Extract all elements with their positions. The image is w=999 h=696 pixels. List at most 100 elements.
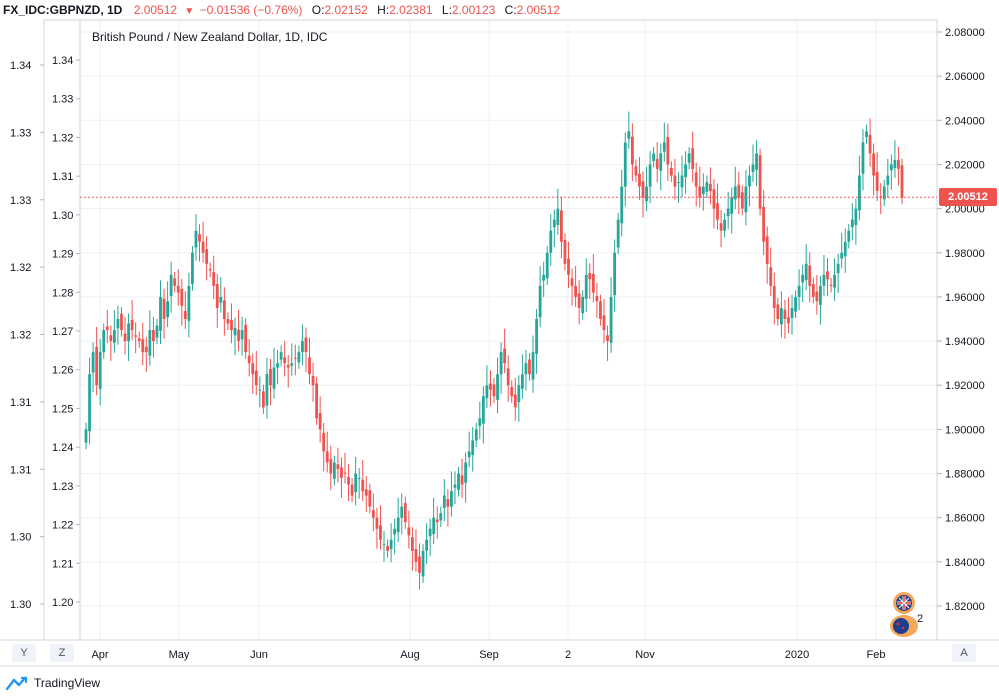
candle-body[interactable] <box>819 285 822 305</box>
candle-body[interactable] <box>318 413 322 430</box>
candle-body[interactable] <box>230 319 233 331</box>
candle-body[interactable] <box>460 475 464 485</box>
candle-body[interactable] <box>698 186 702 198</box>
candle-body[interactable] <box>332 462 336 479</box>
candle-body[interactable] <box>191 252 194 285</box>
candle-body[interactable] <box>528 359 531 375</box>
candle-body[interactable] <box>517 385 521 403</box>
z-button[interactable]: Z <box>50 644 74 662</box>
candle-body[interactable] <box>584 274 588 299</box>
candle-body[interactable] <box>418 556 421 573</box>
candle-body[interactable] <box>726 208 730 217</box>
candle-body[interactable] <box>432 517 436 535</box>
candle-body[interactable] <box>687 153 691 163</box>
candle-body[interactable] <box>233 327 237 336</box>
candle-body[interactable] <box>716 203 719 220</box>
candle-body[interactable] <box>602 315 606 331</box>
candle-body[interactable] <box>861 142 865 174</box>
candle-body[interactable] <box>112 330 116 343</box>
candle-body[interactable] <box>301 341 304 353</box>
candle-body[interactable] <box>400 506 404 518</box>
candle-body[interactable] <box>843 241 847 257</box>
right-price-axis[interactable]: 2.08000 2.06000 2.04000 2.02000 2.00000 1.980… <box>937 27 985 613</box>
candle-body[interactable] <box>315 383 319 419</box>
candle-body[interactable] <box>694 172 698 187</box>
candle-body[interactable] <box>733 186 737 200</box>
candle-body[interactable] <box>655 158 659 169</box>
candle-body[interactable] <box>247 355 251 364</box>
candle-body[interactable] <box>836 263 840 274</box>
symbol-name[interactable]: FX_IDC:GBPNZD, 1D <box>3 3 123 17</box>
candle-body[interactable] <box>808 265 812 286</box>
candle-body[interactable] <box>91 352 95 373</box>
candle-body[interactable] <box>897 160 900 169</box>
candle-body[interactable] <box>134 335 138 337</box>
candle-body[interactable] <box>545 252 549 279</box>
candle-body[interactable] <box>520 374 524 389</box>
candle-body[interactable] <box>127 323 130 342</box>
candle-body[interactable] <box>755 153 758 170</box>
y-button[interactable]: Y <box>12 644 36 662</box>
candle-body[interactable] <box>506 368 510 386</box>
candle-body[interactable] <box>840 252 844 259</box>
candle-body[interactable] <box>485 385 489 399</box>
candle-body[interactable] <box>591 273 595 293</box>
candle-body[interactable] <box>662 142 666 152</box>
candle-body[interactable] <box>499 352 503 375</box>
candle-body[interactable] <box>709 183 712 191</box>
candle-body[interactable] <box>638 173 641 187</box>
candle-body[interactable] <box>524 363 528 375</box>
candle-body[interactable] <box>794 296 797 312</box>
candle-body[interactable] <box>748 175 751 187</box>
candle-body[interactable] <box>478 418 482 426</box>
candle-body[interactable] <box>329 458 333 474</box>
candle-body[interactable] <box>531 352 535 380</box>
candle-body[interactable] <box>350 484 354 496</box>
candle-body[interactable] <box>783 309 787 319</box>
candle-body[interactable] <box>737 184 741 198</box>
candle-body[interactable] <box>474 429 478 441</box>
candle-body[interactable] <box>88 374 91 432</box>
candle-body[interactable] <box>542 274 546 281</box>
candle-body[interactable] <box>95 346 99 386</box>
candle-body[interactable] <box>261 391 265 408</box>
candle-body[interactable] <box>850 219 854 228</box>
candle-body[interactable] <box>308 357 311 375</box>
candle-body[interactable] <box>130 319 134 331</box>
candle-body[interactable] <box>581 296 585 314</box>
candle-body[interactable] <box>769 267 773 286</box>
candle-body[interactable] <box>588 273 592 280</box>
candle-body[interactable] <box>375 517 379 529</box>
candle-body[interactable] <box>496 374 499 400</box>
candle-body[interactable] <box>450 491 453 507</box>
candle-body[interactable] <box>137 338 141 342</box>
candle-body[interactable] <box>120 313 123 331</box>
candle-body[interactable] <box>822 274 826 286</box>
candle-body[interactable] <box>286 364 290 368</box>
candle-body[interactable] <box>563 239 567 264</box>
candle-body[interactable] <box>574 285 577 297</box>
candle-body[interactable] <box>258 389 262 391</box>
candle-body[interactable] <box>556 208 560 225</box>
candle-body[interactable] <box>173 278 177 286</box>
candle-body[interactable] <box>886 175 890 185</box>
candle-body[interactable] <box>719 223 723 231</box>
candle-body[interactable] <box>194 230 198 248</box>
candle-body[interactable] <box>152 330 155 342</box>
candle-body[interactable] <box>148 330 152 356</box>
candle-body[interactable] <box>758 155 762 209</box>
candle-body[interactable] <box>364 489 368 496</box>
candle-body[interactable] <box>393 528 397 535</box>
auto-scale-button[interactable]: A <box>952 644 976 662</box>
candle-body[interactable] <box>854 208 858 225</box>
candle-body[interactable] <box>826 271 829 280</box>
candle-body[interactable] <box>396 517 400 533</box>
nz-flag-icon[interactable] <box>890 615 918 637</box>
candle-body[interactable] <box>155 325 159 338</box>
candle-body[interactable] <box>354 473 358 493</box>
candle-body[interactable] <box>244 324 248 353</box>
candle-body[interactable] <box>187 285 191 321</box>
candle-body[interactable] <box>620 186 624 224</box>
candle-body[interactable] <box>205 249 209 264</box>
candle-body[interactable] <box>279 352 283 360</box>
